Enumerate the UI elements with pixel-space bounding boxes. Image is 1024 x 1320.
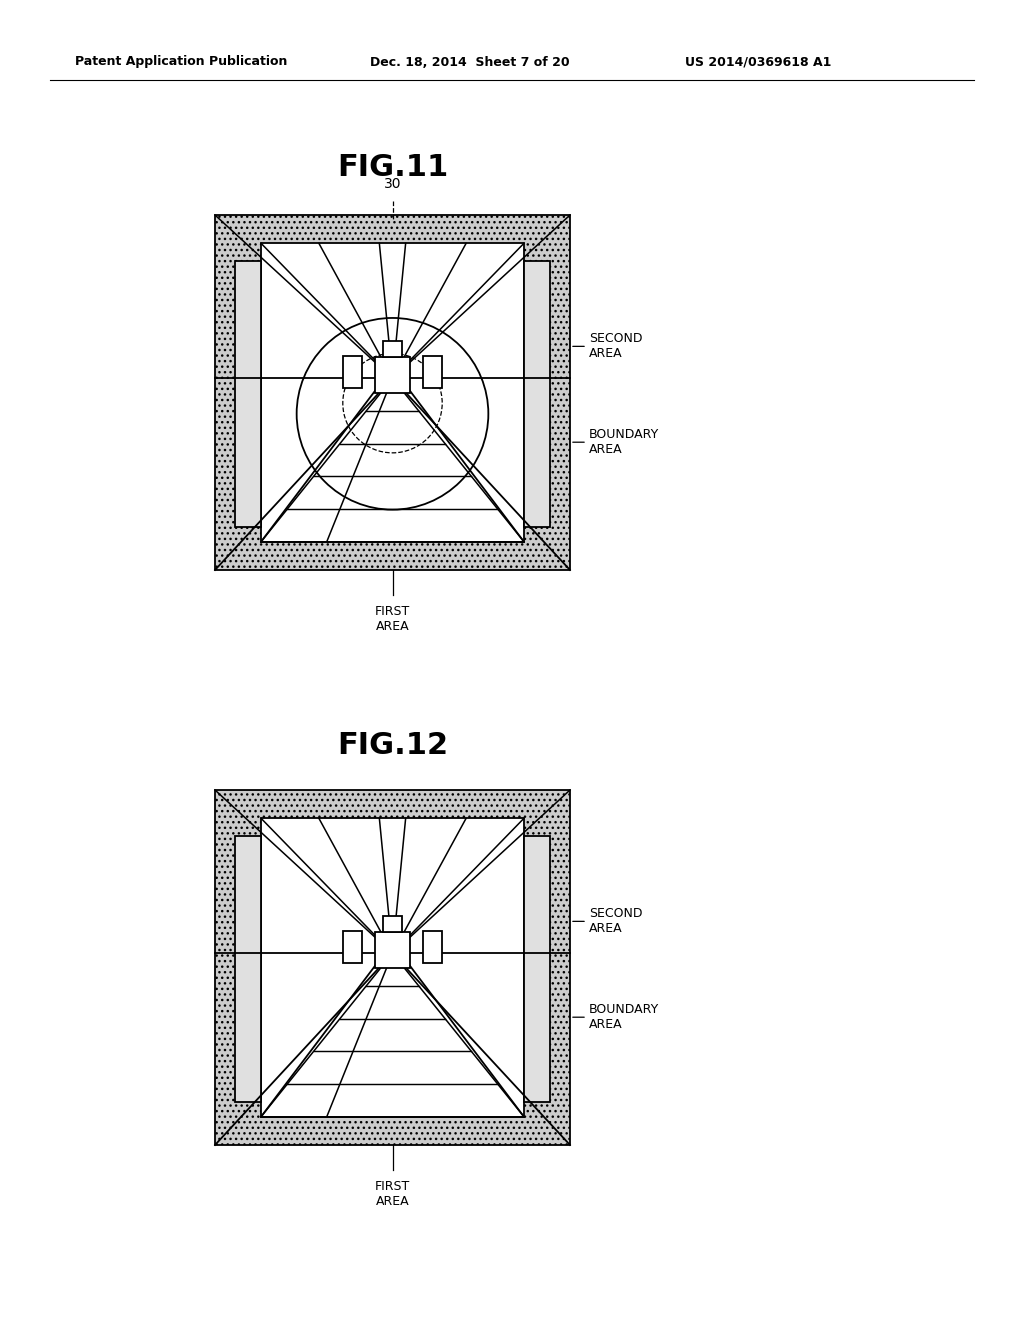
Bar (383, 341, 402, 356)
Text: SECOND
AREA: SECOND AREA (589, 907, 642, 936)
Bar (234, 261, 261, 528)
Text: FIRST
AREA: FIRST AREA (375, 1180, 411, 1208)
Text: FIRST
AREA: FIRST AREA (375, 605, 411, 634)
Text: SECOND
AREA: SECOND AREA (589, 333, 642, 360)
Text: Patent Application Publication: Patent Application Publication (75, 55, 288, 69)
Bar (524, 261, 551, 528)
Text: US 2014/0369618 A1: US 2014/0369618 A1 (685, 55, 831, 69)
Bar (261, 243, 524, 541)
Bar (383, 916, 402, 932)
Bar (234, 836, 261, 1102)
Bar (261, 818, 524, 1117)
Bar (375, 932, 411, 968)
Text: FIG.11: FIG.11 (337, 153, 449, 182)
Bar (215, 789, 570, 1144)
Bar (343, 356, 362, 388)
Text: Dec. 18, 2014  Sheet 7 of 20: Dec. 18, 2014 Sheet 7 of 20 (370, 55, 569, 69)
Bar (343, 931, 362, 962)
Bar (423, 931, 442, 962)
Text: FIG.12: FIG.12 (337, 730, 449, 759)
Bar (524, 836, 551, 1102)
Bar (215, 215, 570, 570)
Bar (423, 356, 442, 388)
Text: BOUNDARY
AREA: BOUNDARY AREA (589, 1003, 659, 1031)
Text: BOUNDARY
AREA: BOUNDARY AREA (589, 428, 659, 457)
Bar (375, 356, 411, 392)
Text: 30: 30 (384, 177, 401, 191)
